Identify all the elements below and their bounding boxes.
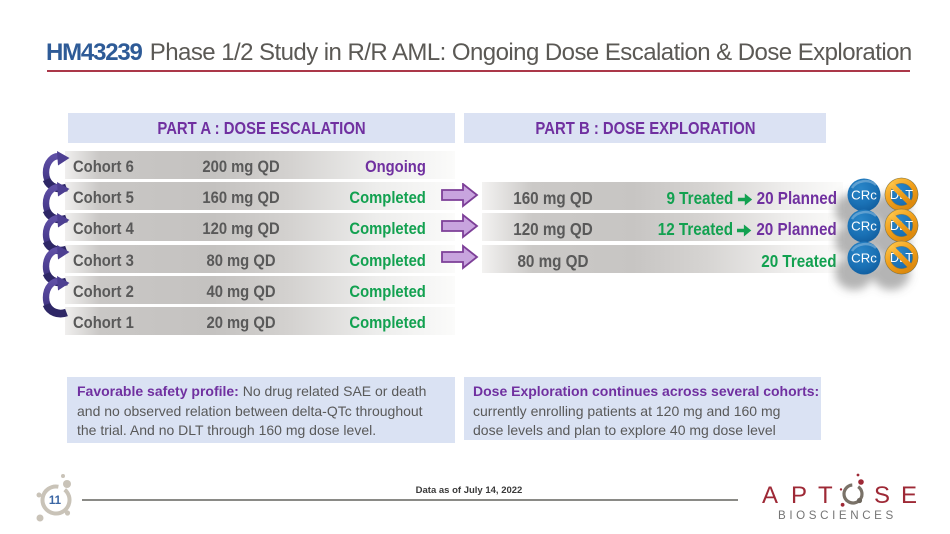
svg-text:S: S xyxy=(874,482,890,509)
svg-text:E: E xyxy=(901,482,917,509)
svg-text:CRc: CRc xyxy=(851,188,877,203)
svg-text:T: T xyxy=(818,482,833,509)
svg-text:A: A xyxy=(762,482,778,509)
svg-text:P: P xyxy=(791,482,807,509)
svg-text:BIOSCIENCES: BIOSCIENCES xyxy=(778,509,897,522)
svg-text:11: 11 xyxy=(49,495,62,507)
